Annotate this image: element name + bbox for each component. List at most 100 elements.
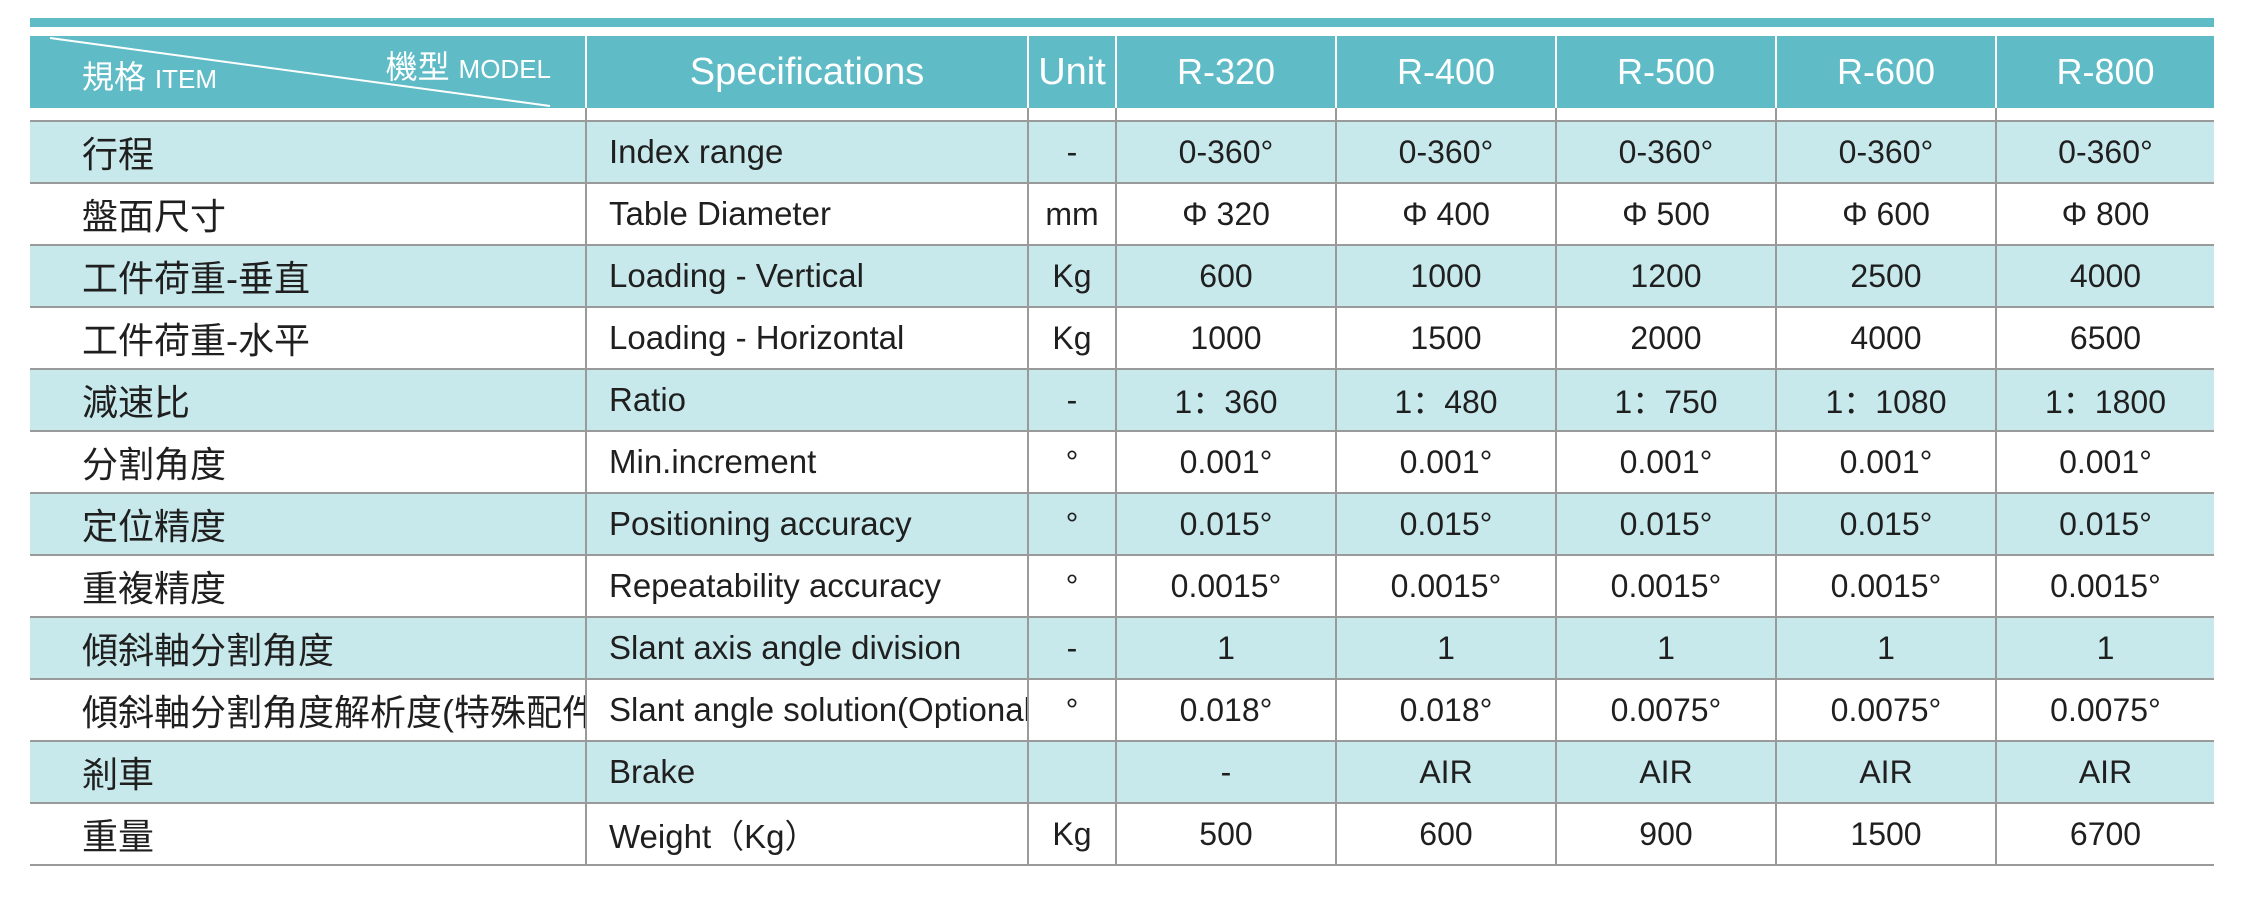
- value-cell: Φ 600: [1775, 183, 1996, 246]
- value-cell: AIR: [1555, 741, 1776, 804]
- item-label: 規格 ITEM: [82, 59, 218, 95]
- value-cell: AIR: [1335, 741, 1556, 804]
- item-model-header: 規格 ITEM 機型 MODEL: [30, 36, 586, 108]
- spec-name: Repeatability accuracy: [585, 555, 1028, 618]
- value-cell: 0.015°: [1775, 493, 1996, 556]
- table-row: 傾斜軸分割角度解析度(特殊配件) Slant angle solution(Opt…: [30, 679, 2214, 742]
- unit-cell: °: [1027, 555, 1116, 618]
- value-cell: 600: [1115, 245, 1336, 308]
- table-row: 減速比 Ratio -1：360 1：480 1：750 1：1080 1：1800: [30, 369, 2214, 432]
- value-cell: 1：360: [1115, 369, 1336, 432]
- spec-name: Positioning accuracy: [585, 493, 1028, 556]
- value-cell: 0.0015°: [1555, 555, 1776, 618]
- value-cell: 0.001°: [1115, 431, 1336, 494]
- table-row: 重量 Weight（Kg） Kg 500 600 900 1500 6700: [30, 803, 2214, 866]
- value-cell: 1：750: [1555, 369, 1776, 432]
- unit-header: Unit: [1027, 36, 1116, 108]
- row-label-zh: 盤面尺寸: [30, 183, 586, 246]
- value-cell: 1200: [1555, 245, 1776, 308]
- top-accent-bar: [30, 18, 2214, 27]
- value-cell: 1000: [1115, 307, 1336, 370]
- value-cell: 1: [1995, 617, 2214, 680]
- value-cell: 1: [1115, 617, 1336, 680]
- unit-cell: -: [1027, 121, 1116, 184]
- value-cell: 1：480: [1335, 369, 1556, 432]
- table-row: 傾斜軸分割角度 Slant axis angle division -1 1 1 1 1: [30, 617, 2214, 680]
- unit-cell: °: [1027, 493, 1116, 556]
- value-cell: 1：1800: [1995, 369, 2214, 432]
- table-row: 重複精度 Repeatability accuracy ° 0.0015° 0.0015…: [30, 555, 2214, 618]
- value-cell: 1: [1555, 617, 1776, 680]
- row-label-zh: 分割角度: [30, 431, 586, 494]
- unit-cell: Kg: [1027, 245, 1116, 308]
- value-cell: 0.015°: [1335, 493, 1556, 556]
- unit-cell: Kg: [1027, 307, 1116, 370]
- unit-cell: -: [1027, 369, 1116, 432]
- unit-cell: °: [1027, 431, 1116, 494]
- spec-name: Loading - Horizontal: [585, 307, 1028, 370]
- model-header: R-320: [1115, 36, 1336, 108]
- value-cell: 6700: [1995, 803, 2214, 866]
- value-cell: 500: [1115, 803, 1336, 866]
- value-cell: 600: [1335, 803, 1556, 866]
- value-cell: 0.001°: [1995, 431, 2214, 494]
- row-label-zh: 行程: [30, 121, 586, 184]
- value-cell: 0-360°: [1775, 121, 1996, 184]
- value-cell: 2000: [1555, 307, 1776, 370]
- value-cell: 1000: [1335, 245, 1556, 308]
- table-body: 行程 Index range -0-360° 0-360° 0-360° 0-360° 0-…: [30, 121, 2214, 866]
- value-cell: 0-360°: [1335, 121, 1556, 184]
- value-cell: 6500: [1995, 307, 2214, 370]
- value-cell: 0.0015°: [1995, 555, 2214, 618]
- model-header: R-600: [1775, 36, 1996, 108]
- value-cell: 0.018°: [1335, 679, 1556, 742]
- row-label-zh: 傾斜軸分割角度解析度(特殊配件): [30, 679, 586, 742]
- row-label-zh: 重量: [30, 803, 586, 866]
- value-cell: 0.0075°: [1995, 679, 2214, 742]
- value-cell: 1: [1775, 617, 1996, 680]
- value-cell: 4000: [1995, 245, 2214, 308]
- unit-cell: Kg: [1027, 803, 1116, 866]
- table-row: 剎車 Brake - AIR AIR AIR AIR: [30, 741, 2214, 804]
- value-cell: 1500: [1335, 307, 1556, 370]
- value-cell: 1：1080: [1775, 369, 1996, 432]
- row-label-zh: 工件荷重-水平: [30, 307, 586, 370]
- row-label-zh: 減速比: [30, 369, 586, 432]
- value-cell: 0.001°: [1555, 431, 1776, 494]
- value-cell: 0.015°: [1115, 493, 1336, 556]
- spec-name: Slant axis angle division: [585, 617, 1028, 680]
- value-cell: 2500: [1775, 245, 1996, 308]
- table-row: 分割角度 Min.increment ° 0.001° 0.001° 0.001° 0.00…: [30, 431, 2214, 494]
- model-header: R-500: [1555, 36, 1776, 108]
- value-cell: 0-360°: [1115, 121, 1336, 184]
- value-cell: 0.001°: [1775, 431, 1996, 494]
- table-row: 行程 Index range -0-360° 0-360° 0-360° 0-360° 0-…: [30, 121, 2214, 184]
- value-cell: Φ 320: [1115, 183, 1336, 246]
- value-cell: 0-360°: [1995, 121, 2214, 184]
- value-cell: AIR: [1995, 741, 2214, 804]
- table-row: 工件荷重-垂直 Loading - Vertical Kg 600 1000 1200 25…: [30, 245, 2214, 308]
- row-label-zh: 工件荷重-垂直: [30, 245, 586, 308]
- unit-cell: [1027, 741, 1116, 804]
- value-cell: 0.015°: [1555, 493, 1776, 556]
- diagonal-divider: [49, 37, 551, 107]
- value-cell: Φ 400: [1335, 183, 1556, 246]
- row-label-zh: 重複精度: [30, 555, 586, 618]
- value-cell: Φ 800: [1995, 183, 2214, 246]
- value-cell: 0.0015°: [1115, 555, 1336, 618]
- spec-name: Weight（Kg）: [585, 803, 1028, 866]
- value-cell: 0.015°: [1995, 493, 2214, 556]
- spec-name: Min.increment: [585, 431, 1028, 494]
- value-cell: AIR: [1775, 741, 1996, 804]
- spec-table: 規格 ITEM 機型 MODEL Specifications Unit R-3…: [30, 36, 2214, 866]
- row-label-zh: 定位精度: [30, 493, 586, 556]
- spec-name: Index range: [585, 121, 1028, 184]
- model-label: 機型 MODEL: [385, 49, 551, 85]
- unit-cell: mm: [1027, 183, 1116, 246]
- table-row: 定位精度 Positioning accuracy ° 0.015° 0.015° 0.0…: [30, 493, 2214, 556]
- specifications-header: Specifications: [585, 36, 1028, 108]
- value-cell: -: [1115, 741, 1336, 804]
- model-header: R-800: [1995, 36, 2214, 108]
- row-label-zh: 傾斜軸分割角度: [30, 617, 586, 680]
- spec-name: Ratio: [585, 369, 1028, 432]
